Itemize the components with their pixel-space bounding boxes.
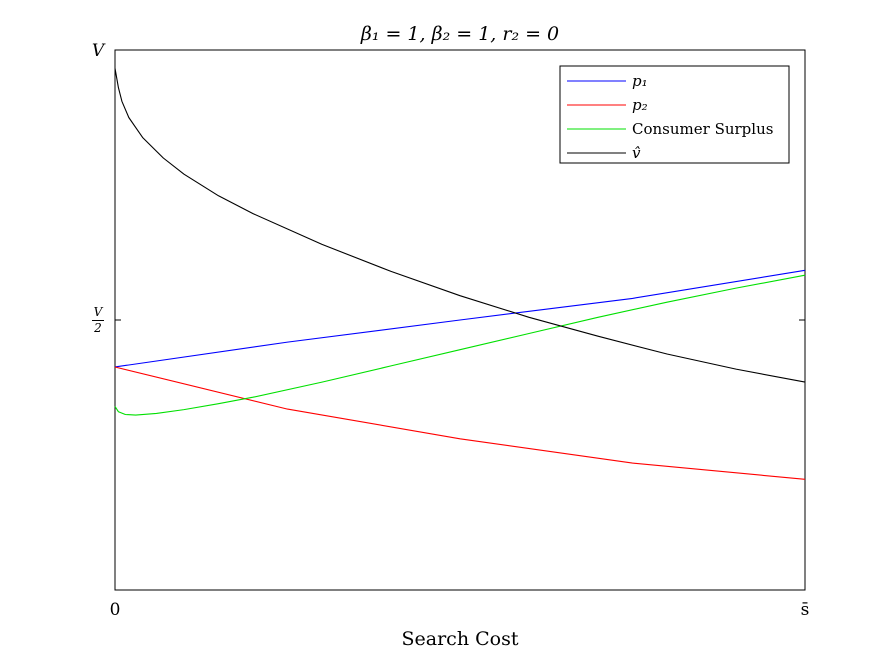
- legend-label-4: v̂: [632, 144, 641, 162]
- legend-box: [559, 65, 790, 164]
- chart-title: β₁ = 1, β₂ = 1, r₂ = 0: [360, 23, 559, 45]
- legend: p₁ p₂ Consumer Surplus v̂: [559, 65, 790, 164]
- series-layer: [114, 68, 806, 480]
- legend-label-2: p₂: [632, 96, 648, 114]
- x-tick-label-2: s̄: [801, 600, 810, 620]
- series-line-4: [114, 68, 806, 383]
- x-tick-label-1: 0: [110, 600, 121, 620]
- y-tick-label-2: V: [92, 41, 106, 61]
- legend-label-1: p₁: [632, 72, 648, 90]
- y-tick-label-1-numerator: V: [94, 305, 104, 319]
- series-line-1: [114, 269, 806, 368]
- tick-layer: 0 s̄ V 2 V: [92, 41, 810, 620]
- series-line-3: [114, 274, 806, 416]
- y-tick-label-1-denominator: 2: [93, 321, 102, 335]
- legend-label-3: Consumer Surplus: [632, 120, 773, 138]
- legend-entries: p₁ p₂ Consumer Surplus v̂: [567, 72, 773, 162]
- series-line-2: [114, 366, 806, 480]
- x-axis-label: Search Cost: [402, 628, 519, 650]
